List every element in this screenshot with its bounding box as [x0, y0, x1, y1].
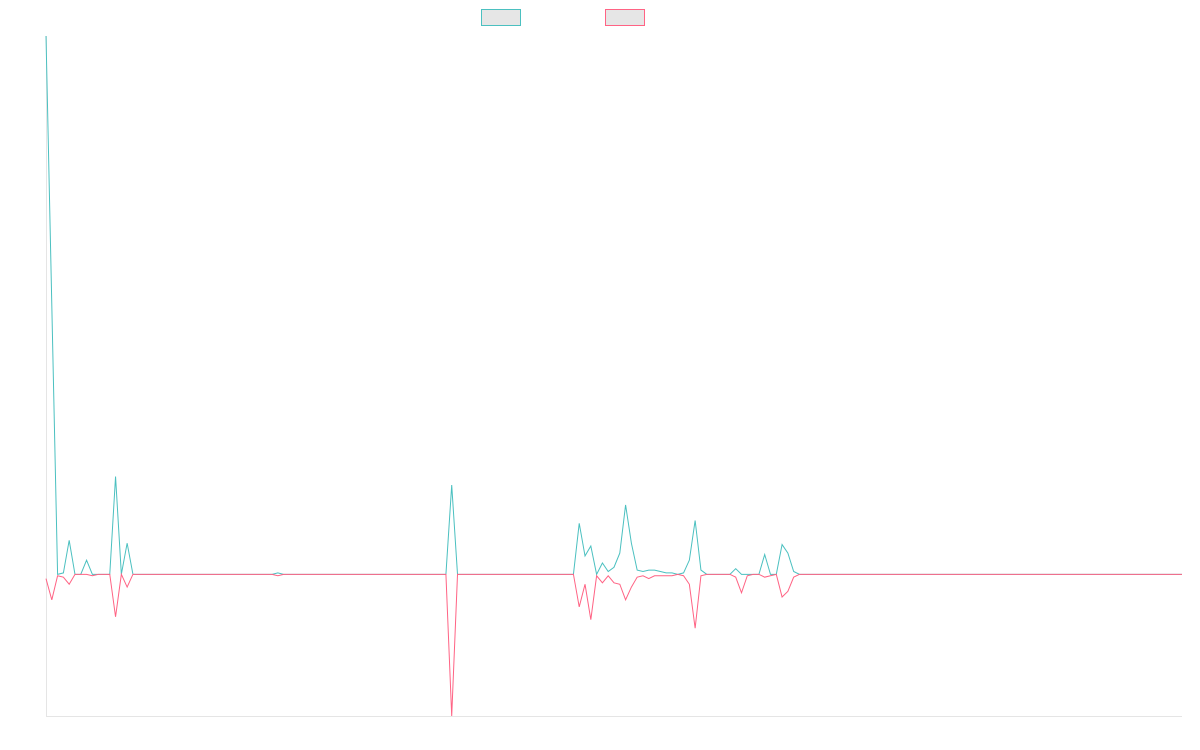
line-series [45, 572, 1182, 717]
line-series [45, 35, 1182, 576]
legend-swatch [481, 9, 521, 26]
legend-swatch [605, 9, 645, 26]
